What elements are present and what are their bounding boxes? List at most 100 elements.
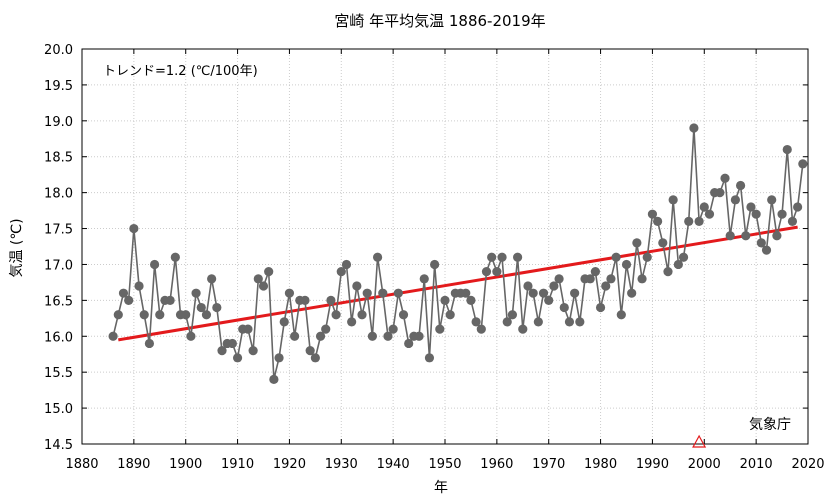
trend-segment bbox=[118, 225, 798, 342]
y-tick-label: 14.5 bbox=[44, 438, 73, 453]
data-point bbox=[730, 195, 741, 205]
data-point bbox=[227, 338, 237, 349]
data-point bbox=[212, 302, 222, 313]
data-point bbox=[372, 252, 383, 262]
data-point bbox=[357, 310, 367, 320]
y-tick-label: 19.0 bbox=[44, 115, 73, 130]
data-point bbox=[466, 295, 476, 305]
data-point bbox=[196, 302, 206, 313]
x-tick-label: 2000 bbox=[688, 457, 721, 472]
data-point bbox=[575, 317, 585, 327]
data-point bbox=[284, 288, 295, 298]
data-point bbox=[310, 353, 320, 363]
data-point bbox=[248, 346, 258, 356]
y-tick-label: 18.5 bbox=[44, 151, 73, 166]
series-line bbox=[112, 127, 804, 380]
data-point bbox=[155, 310, 165, 320]
data-point bbox=[528, 288, 538, 298]
data-point bbox=[663, 267, 673, 277]
data-point bbox=[518, 324, 528, 334]
data-points bbox=[108, 123, 808, 384]
data-point bbox=[793, 202, 803, 212]
data-point bbox=[341, 259, 352, 270]
data-point bbox=[217, 346, 227, 356]
data-point bbox=[279, 317, 289, 327]
data-point bbox=[362, 288, 372, 298]
data-point bbox=[502, 317, 512, 327]
data-point bbox=[170, 252, 180, 262]
data-point bbox=[673, 259, 683, 270]
data-point bbox=[653, 216, 663, 226]
data-point bbox=[274, 353, 284, 363]
x-tick-label: 1940 bbox=[377, 457, 410, 472]
data-point bbox=[124, 295, 134, 305]
chart-title: 宮崎 年平均気温 1886-2019年 bbox=[334, 12, 545, 30]
data-point bbox=[767, 195, 777, 205]
data-point bbox=[559, 302, 569, 313]
data-point bbox=[232, 353, 243, 363]
data-point bbox=[694, 216, 704, 226]
data-point bbox=[264, 267, 274, 277]
data-point bbox=[253, 274, 263, 284]
y-tick-label: 16.5 bbox=[44, 294, 73, 309]
temperature-series bbox=[112, 127, 804, 380]
data-point bbox=[315, 331, 326, 341]
data-point bbox=[300, 295, 310, 305]
x-tick-label: 2010 bbox=[740, 457, 773, 472]
data-point bbox=[715, 188, 725, 198]
data-point bbox=[699, 202, 709, 212]
data-point bbox=[611, 252, 621, 262]
data-point bbox=[207, 274, 217, 284]
data-point bbox=[642, 252, 652, 262]
data-point bbox=[554, 274, 564, 284]
y-tick-label: 18.0 bbox=[44, 187, 73, 202]
data-point bbox=[746, 202, 756, 212]
data-point bbox=[621, 259, 632, 270]
plot-frame bbox=[81, 48, 809, 445]
data-point bbox=[347, 317, 357, 327]
data-point bbox=[616, 310, 626, 320]
data-point bbox=[461, 288, 471, 298]
data-point bbox=[735, 180, 746, 191]
y-axis-label: 気温 (℃) bbox=[9, 218, 25, 277]
data-point bbox=[787, 216, 798, 226]
x-tick-label: 1970 bbox=[532, 457, 565, 472]
data-point bbox=[134, 281, 144, 291]
data-point bbox=[627, 288, 637, 298]
y-tick-label: 15.5 bbox=[44, 366, 73, 381]
data-point bbox=[756, 238, 766, 248]
data-point bbox=[538, 288, 549, 298]
data-point bbox=[497, 252, 507, 262]
x-tick-label: 1930 bbox=[325, 457, 358, 472]
data-point bbox=[186, 331, 196, 341]
data-point bbox=[471, 317, 481, 327]
data-point bbox=[331, 310, 341, 320]
data-point bbox=[201, 310, 212, 320]
data-point bbox=[290, 331, 300, 341]
data-point bbox=[352, 281, 362, 291]
data-point bbox=[326, 295, 336, 305]
data-point bbox=[782, 144, 792, 155]
data-point bbox=[533, 317, 543, 327]
data-point bbox=[772, 231, 782, 241]
data-point bbox=[601, 281, 611, 291]
data-point bbox=[404, 338, 414, 349]
data-point bbox=[393, 288, 403, 298]
x-tick-label: 1890 bbox=[117, 457, 150, 472]
trend-annotation: トレンド=1.2 (℃/100年) bbox=[103, 64, 258, 79]
data-point bbox=[150, 259, 160, 270]
y-tick-label: 20.0 bbox=[44, 43, 73, 58]
data-point bbox=[383, 331, 393, 341]
data-point bbox=[388, 324, 398, 334]
data-point bbox=[544, 295, 554, 305]
data-point bbox=[414, 331, 424, 341]
data-point bbox=[595, 302, 606, 313]
source-label: 気象庁 bbox=[749, 417, 791, 433]
data-point bbox=[243, 324, 253, 334]
data-point bbox=[367, 331, 377, 341]
marker-triangle-icon bbox=[692, 434, 707, 448]
data-point bbox=[606, 274, 616, 284]
data-point bbox=[751, 209, 761, 219]
data-point bbox=[492, 267, 502, 277]
data-point bbox=[513, 252, 523, 262]
